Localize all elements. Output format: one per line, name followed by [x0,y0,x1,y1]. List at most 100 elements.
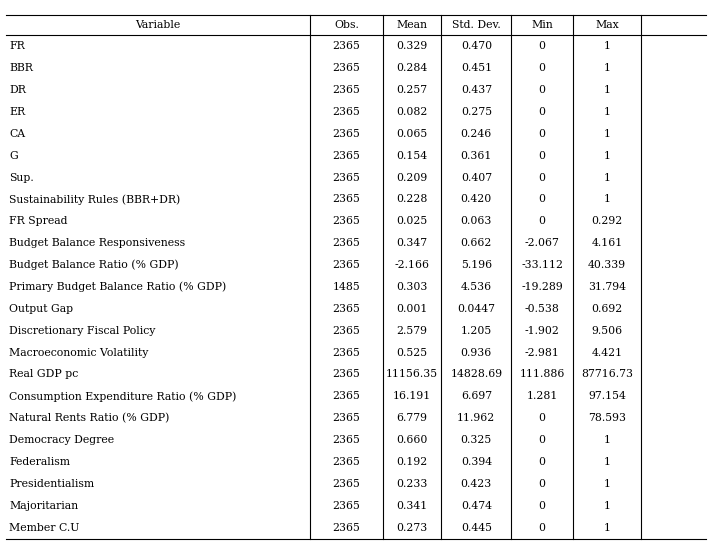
Text: 0.063: 0.063 [461,217,492,226]
Text: Budget Balance Responsiveness: Budget Balance Responsiveness [9,238,185,248]
Text: G: G [9,151,18,160]
Text: Output Gap: Output Gap [9,304,73,314]
Text: 0.420: 0.420 [461,194,492,205]
Text: 0: 0 [539,523,545,533]
Text: 0: 0 [539,479,545,489]
Text: 2365: 2365 [333,391,360,401]
Text: 0.275: 0.275 [461,107,492,117]
Text: Sup.: Sup. [9,172,34,183]
Text: 2365: 2365 [333,500,360,511]
Text: 0.470: 0.470 [461,41,492,51]
Text: 2365: 2365 [333,413,360,423]
Text: 1.281: 1.281 [526,391,558,401]
Text: 1: 1 [604,107,610,117]
Text: 0.423: 0.423 [461,479,492,489]
Text: 1: 1 [604,457,610,467]
Text: 0: 0 [539,217,545,226]
Text: Obs.: Obs. [334,20,359,30]
Text: -33.112: -33.112 [521,260,563,270]
Text: 0.292: 0.292 [592,217,622,226]
Text: 0.525: 0.525 [397,348,428,357]
Text: 0.692: 0.692 [592,304,622,314]
Text: 1: 1 [604,500,610,511]
Text: 0.407: 0.407 [461,172,492,183]
Text: 0: 0 [539,107,545,117]
Text: 0: 0 [539,129,545,139]
Text: 2365: 2365 [333,479,360,489]
Text: 2365: 2365 [333,435,360,445]
Text: Std. Dev.: Std. Dev. [452,20,501,30]
Text: 0.0447: 0.0447 [457,304,496,314]
Text: 1: 1 [604,435,610,445]
Text: 1: 1 [604,63,610,73]
Text: 78.593: 78.593 [588,413,626,423]
Text: 2365: 2365 [333,151,360,160]
Text: 0.082: 0.082 [397,107,428,117]
Text: 2365: 2365 [333,107,360,117]
Text: 0.660: 0.660 [397,435,428,445]
Text: 0.325: 0.325 [461,435,492,445]
Text: 2365: 2365 [333,457,360,467]
Text: 111.886: 111.886 [520,369,565,380]
Text: CA: CA [9,129,26,139]
Text: 1.205: 1.205 [461,326,492,336]
Text: 6.779: 6.779 [397,413,428,423]
Text: -2.067: -2.067 [525,238,560,248]
Text: 2365: 2365 [333,41,360,51]
Text: 87716.73: 87716.73 [581,369,633,380]
Text: 0: 0 [539,85,545,95]
Text: -0.538: -0.538 [525,304,560,314]
Text: Macroeconomic Volatility: Macroeconomic Volatility [9,348,149,357]
Text: Democracy Degree: Democracy Degree [9,435,115,445]
Text: Primary Budget Balance Ratio (% GDP): Primary Budget Balance Ratio (% GDP) [9,282,226,292]
Text: 0: 0 [539,457,545,467]
Text: 97.154: 97.154 [588,391,626,401]
Text: Presidentialism: Presidentialism [9,479,95,489]
Text: 0.065: 0.065 [397,129,428,139]
Text: 1: 1 [604,479,610,489]
Text: 31.794: 31.794 [588,282,626,292]
Text: -19.289: -19.289 [521,282,563,292]
Text: -2.166: -2.166 [394,260,430,270]
Text: 0.662: 0.662 [461,238,492,248]
Text: 0.341: 0.341 [397,500,428,511]
Text: Max: Max [595,20,619,30]
Text: 2365: 2365 [333,369,360,380]
Text: Variable: Variable [135,20,180,30]
Text: 2365: 2365 [333,194,360,205]
Text: -2.981: -2.981 [525,348,560,357]
Text: 2365: 2365 [333,523,360,533]
Text: 0: 0 [539,413,545,423]
Text: 1: 1 [604,85,610,95]
Text: 2365: 2365 [333,85,360,95]
Text: 1: 1 [604,151,610,160]
Text: 1485: 1485 [333,282,360,292]
Text: 40.339: 40.339 [588,260,626,270]
Text: Real GDP pc: Real GDP pc [9,369,78,380]
Text: 0: 0 [539,194,545,205]
Text: 0: 0 [539,63,545,73]
Text: 2365: 2365 [333,129,360,139]
Text: 0.001: 0.001 [397,304,428,314]
Text: Consumption Expenditure Ratio (% GDP): Consumption Expenditure Ratio (% GDP) [9,391,236,401]
Text: 0.347: 0.347 [397,238,428,248]
Text: 2365: 2365 [333,172,360,183]
Text: 2365: 2365 [333,304,360,314]
Text: 0.192: 0.192 [397,457,428,467]
Text: FR Spread: FR Spread [9,217,68,226]
Text: Member C.U: Member C.U [9,523,80,533]
Text: 11.962: 11.962 [457,413,496,423]
Text: 2365: 2365 [333,326,360,336]
Text: 0.209: 0.209 [397,172,428,183]
Text: 1: 1 [604,129,610,139]
Text: 0.025: 0.025 [397,217,428,226]
Text: Natural Rents Ratio (% GDP): Natural Rents Ratio (% GDP) [9,413,169,423]
Text: 14828.69: 14828.69 [450,369,503,380]
Text: 1: 1 [604,41,610,51]
Text: 0.445: 0.445 [461,523,492,533]
Text: Sustainability Rules (BBR+DR): Sustainability Rules (BBR+DR) [9,194,181,205]
Text: Discretionary Fiscal Policy: Discretionary Fiscal Policy [9,326,156,336]
Text: 9.506: 9.506 [592,326,622,336]
Text: BBR: BBR [9,63,33,73]
Text: 0.273: 0.273 [397,523,428,533]
